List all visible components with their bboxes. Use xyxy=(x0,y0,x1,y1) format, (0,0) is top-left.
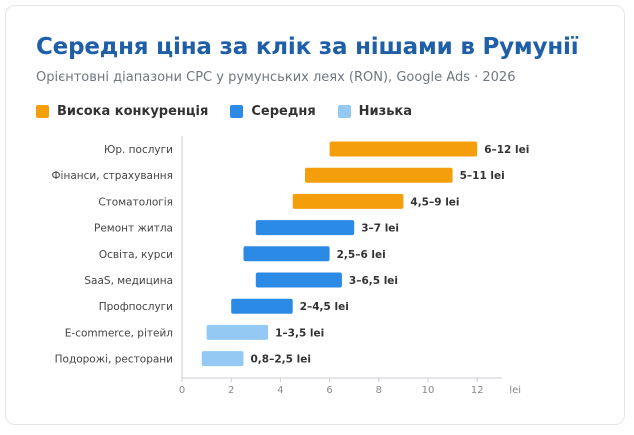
category-label: Фінанси, страхування xyxy=(52,170,173,182)
legend-item-medium: Середня xyxy=(230,104,316,119)
bar-value-label: 2,5–6 lei xyxy=(337,249,386,261)
legend-item-low: Низька xyxy=(337,104,413,119)
chart-subtitle: Орієнтовні діапазони CPC у румунських ле… xyxy=(36,70,516,85)
legend-label-high: Висока конкуренція xyxy=(57,104,209,119)
legend-swatch-medium xyxy=(230,105,244,118)
category-label: SaaS, медицина xyxy=(84,275,173,287)
x-tick-label: 6 xyxy=(326,385,332,396)
category-label: Ремонт житла xyxy=(94,223,173,235)
chart-title: Середня ціна за клік за нішами в Румунії xyxy=(36,34,579,60)
range-bar xyxy=(305,167,453,183)
x-tick-label: 4 xyxy=(277,385,283,396)
range-bar xyxy=(255,272,342,288)
category-label: Стоматологія xyxy=(98,196,173,208)
category-label: Юр. послуги xyxy=(104,144,173,156)
chart-card xyxy=(5,5,625,425)
x-tick-label: 8 xyxy=(376,385,382,396)
legend-swatch-high xyxy=(36,105,49,118)
bar-value-label: 3–6,5 lei xyxy=(349,275,398,287)
category-label: Профпослуги xyxy=(99,301,173,313)
category-label: Освіта, курси xyxy=(99,249,173,261)
bar-value-label: 4,5–9 lei xyxy=(410,196,459,208)
x-tick-label: 2 xyxy=(228,385,234,396)
range-bar xyxy=(231,298,293,314)
x-tick-label: 10 xyxy=(422,385,435,396)
x-tick-label: 0 xyxy=(179,385,185,396)
x-tick-label: 12 xyxy=(471,385,484,396)
range-bar xyxy=(329,141,478,157)
legend: Висока конкуренція Середня Низька xyxy=(36,104,412,119)
bar-value-label: 5–11 lei xyxy=(460,170,505,182)
range-bar xyxy=(243,246,330,262)
category-label: Подорожі, ресторани xyxy=(55,354,173,366)
bar-value-label: 2–4,5 lei xyxy=(300,301,349,313)
range-bar xyxy=(206,324,269,340)
category-label: E-commerce, рітейл xyxy=(65,327,173,339)
range-bar xyxy=(292,193,404,209)
legend-swatch-low xyxy=(337,105,351,118)
legend-item-high: Висока конкуренція xyxy=(36,104,208,119)
bar-value-label: 0,8–2,5 lei xyxy=(251,354,311,366)
legend-label-medium: Середня xyxy=(251,104,316,119)
x-axis-unit-label: lei xyxy=(509,385,521,396)
legend-label-low: Низька xyxy=(358,104,413,119)
range-bar xyxy=(201,351,244,367)
bar-value-label: 6–12 lei xyxy=(484,144,529,156)
range-bar xyxy=(255,220,355,236)
bar-value-label: 3–7 lei xyxy=(361,223,399,235)
bar-value-label: 1–3,5 lei xyxy=(275,327,324,339)
